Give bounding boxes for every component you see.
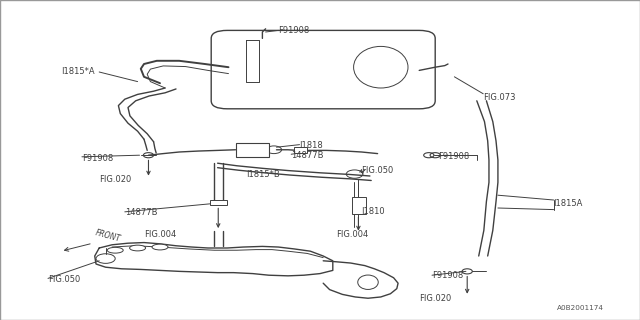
Ellipse shape: [129, 245, 146, 251]
Text: F91908: F91908: [438, 152, 470, 161]
Text: FIG.073: FIG.073: [483, 93, 516, 102]
Text: I1815*B: I1815*B: [246, 170, 280, 179]
Text: 14877B: 14877B: [291, 151, 324, 160]
Text: FIG.050: FIG.050: [362, 166, 394, 175]
Text: A0B2001174: A0B2001174: [557, 305, 604, 311]
Text: F91908: F91908: [278, 26, 310, 35]
Text: FIG.050: FIG.050: [48, 276, 80, 284]
Text: FIG.020: FIG.020: [99, 175, 131, 184]
Bar: [294, 147, 307, 153]
Text: FIG.004: FIG.004: [336, 230, 368, 239]
Ellipse shape: [353, 46, 408, 88]
Bar: [352, 197, 366, 214]
FancyBboxPatch shape: [211, 30, 435, 109]
Text: 14877B: 14877B: [125, 208, 157, 217]
Ellipse shape: [358, 275, 378, 289]
Text: I1815*A: I1815*A: [61, 68, 95, 76]
Text: FRONT: FRONT: [95, 228, 122, 244]
Text: F91908: F91908: [82, 154, 113, 163]
Text: I1810: I1810: [362, 207, 385, 216]
Ellipse shape: [152, 244, 168, 250]
Text: F91908: F91908: [432, 271, 463, 280]
Bar: [210, 200, 227, 205]
Text: FIG.004: FIG.004: [144, 230, 176, 239]
Bar: [236, 143, 269, 157]
Text: I1818: I1818: [300, 141, 323, 150]
Text: FIG.020: FIG.020: [419, 294, 451, 303]
Text: I1815A: I1815A: [554, 199, 583, 208]
Ellipse shape: [107, 247, 123, 253]
